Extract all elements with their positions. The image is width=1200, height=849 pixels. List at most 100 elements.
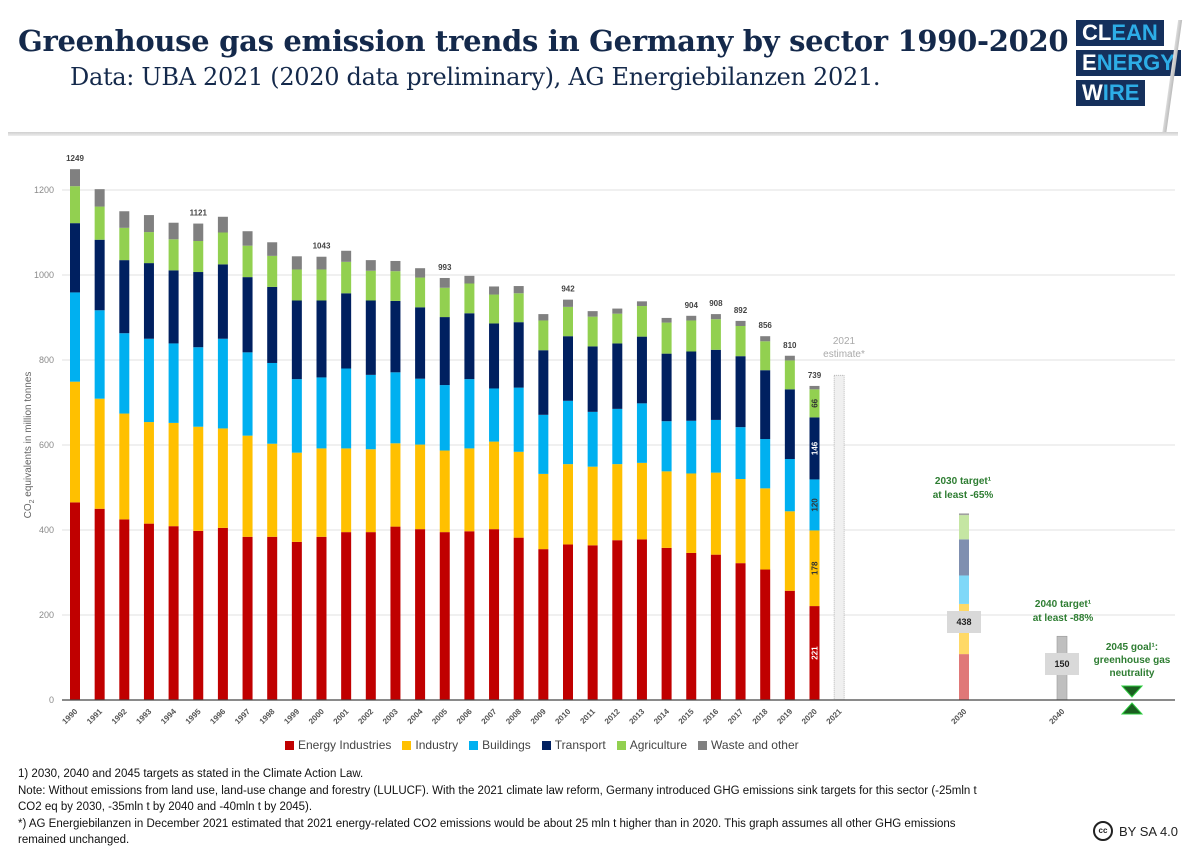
bar-segment-buildings [489, 388, 500, 442]
x-tick-label: 2019 [775, 707, 794, 726]
bar-segment-industry [661, 471, 672, 548]
x-tick-label: 1994 [159, 707, 178, 726]
x-tick-label: 2017 [726, 707, 745, 726]
bar-segment-energy-industries [415, 529, 426, 700]
bar-segment-energy-industries [513, 537, 524, 700]
x-tick-label: 2021 [825, 707, 844, 726]
bar-segment-agriculture [464, 283, 475, 314]
x-tick-label: 2040 [1047, 707, 1066, 726]
bar-segment-transport [316, 300, 327, 378]
bar-segment-waste-and-other [143, 215, 154, 233]
bar-segment-transport [119, 260, 130, 334]
legend-swatch [285, 740, 294, 750]
bar-segment-transport [70, 223, 80, 293]
bar-segment-agriculture [193, 241, 204, 273]
legend-label: Buildings [482, 738, 531, 752]
bar-segment-agriculture [661, 322, 672, 354]
bar-segment-buildings [464, 379, 475, 449]
x-tick-label: 1990 [60, 707, 79, 726]
bar-segment-buildings [193, 347, 204, 427]
bar-segment-transport [193, 272, 204, 348]
bar-segment-buildings [538, 414, 549, 474]
y-tick-label: 1000 [34, 270, 54, 280]
y-axis-label-sub: 2 [29, 499, 36, 503]
bar-segment-industry [365, 449, 376, 533]
bar-segment-energy-industries [242, 536, 253, 700]
license[interactable]: cc BY SA 4.0 [1093, 821, 1178, 841]
x-tick-label: 2014 [652, 707, 671, 726]
bar-segment-energy-industries [464, 531, 475, 700]
legend-swatch [698, 740, 708, 750]
goal-2045-line3: neutrality [1109, 668, 1154, 679]
bar-segment-transport [168, 270, 179, 344]
bar-segment-buildings [809, 479, 820, 531]
bar-segment-industry [94, 398, 105, 509]
footnote-estimate: *) AG Energiebilanzen in December 2021 e… [18, 817, 956, 830]
bar-segment-industry [415, 444, 426, 530]
bar-segment-agriculture [341, 261, 352, 294]
segment-data-label: 66 [811, 398, 820, 407]
bar-segment-agriculture [168, 239, 179, 271]
bar-segment-waste-and-other [686, 315, 697, 321]
bar-segment-energy-industries [267, 536, 278, 700]
bar-segment-agriculture [143, 232, 154, 264]
target-2040-value: 150 [1054, 659, 1069, 669]
bar-segment-waste-and-other [760, 336, 771, 342]
bar-segment-industry [538, 473, 549, 550]
x-tick-label: 1991 [85, 707, 104, 726]
x-tick-label: 2004 [406, 707, 425, 726]
x-tick-label: 1999 [282, 707, 301, 726]
x-tick-label: 2001 [332, 707, 351, 726]
bar-segment-transport [390, 300, 401, 373]
header-rule [8, 132, 1178, 136]
bar-segment-industry [760, 488, 771, 570]
bar-segment-buildings [735, 427, 746, 479]
logo-row-clean: CLEAN [1076, 20, 1164, 46]
y-axis-label-rest: equivalents in million tonnes [23, 372, 34, 500]
bar-segment-transport [636, 336, 647, 404]
bar-segment-transport [291, 300, 302, 380]
footnotes: 1) 2030, 2040 and 2045 targets as stated… [18, 766, 1078, 849]
clean-energy-wire-logo[interactable]: CLEAN ENERGY WIRE [1076, 20, 1181, 110]
x-tick-label: 2030 [949, 707, 968, 726]
bar-segment-buildings [70, 292, 80, 382]
bar-segment-agriculture [316, 269, 327, 301]
total-label: 1043 [313, 242, 331, 251]
x-tick-label: 2003 [381, 707, 400, 726]
bar-segment-buildings [168, 343, 179, 423]
bar-segment-industry [119, 413, 130, 520]
bar-segment-industry [439, 450, 450, 533]
x-tick-label: 2000 [307, 707, 326, 726]
bar-segment-energy-industries [217, 527, 228, 700]
bar-segment-agriculture [291, 269, 302, 301]
bar-segment-energy-industries [735, 563, 746, 700]
bar-segment-waste-and-other [464, 275, 475, 284]
legend-label: Industry [415, 738, 459, 752]
bar-segment-transport [94, 239, 105, 311]
x-tick-label: 1992 [110, 707, 129, 726]
bar-segment-buildings [267, 362, 278, 444]
x-axis-ticks: 1990 1991 1992 1993 1994 1995 1996 1997 1998 1999… [60, 707, 1066, 726]
bar-segment-energy-industries [760, 569, 771, 700]
bar-segment-industry [217, 428, 228, 528]
bar-segment-energy-industries [489, 529, 500, 700]
bar-segment-agriculture [390, 271, 401, 301]
bar-segment-waste-and-other [242, 231, 253, 246]
bar-segment-energy-industries [94, 508, 105, 700]
bar-segment-energy-industries [168, 526, 179, 700]
target-2030-value-box [947, 611, 981, 633]
bar-segment-industry [489, 441, 500, 530]
bar-segment-waste-and-other [316, 256, 327, 270]
bar-segment-energy-industries [119, 519, 130, 700]
bar-segment-transport [735, 356, 746, 428]
bar-segment-industry [316, 448, 327, 537]
bar-segment-transport [587, 346, 598, 412]
bar-segment-energy-industries [809, 606, 820, 700]
bar-segment-waste-and-other [735, 320, 746, 326]
x-tick-label: 2010 [553, 707, 572, 726]
bar-segment-transport [809, 417, 820, 480]
bar-segment-waste-and-other [661, 317, 672, 323]
bar-segment-buildings [710, 419, 721, 473]
total-label: 1121 [190, 209, 208, 218]
bar-segment-industry [143, 422, 154, 524]
